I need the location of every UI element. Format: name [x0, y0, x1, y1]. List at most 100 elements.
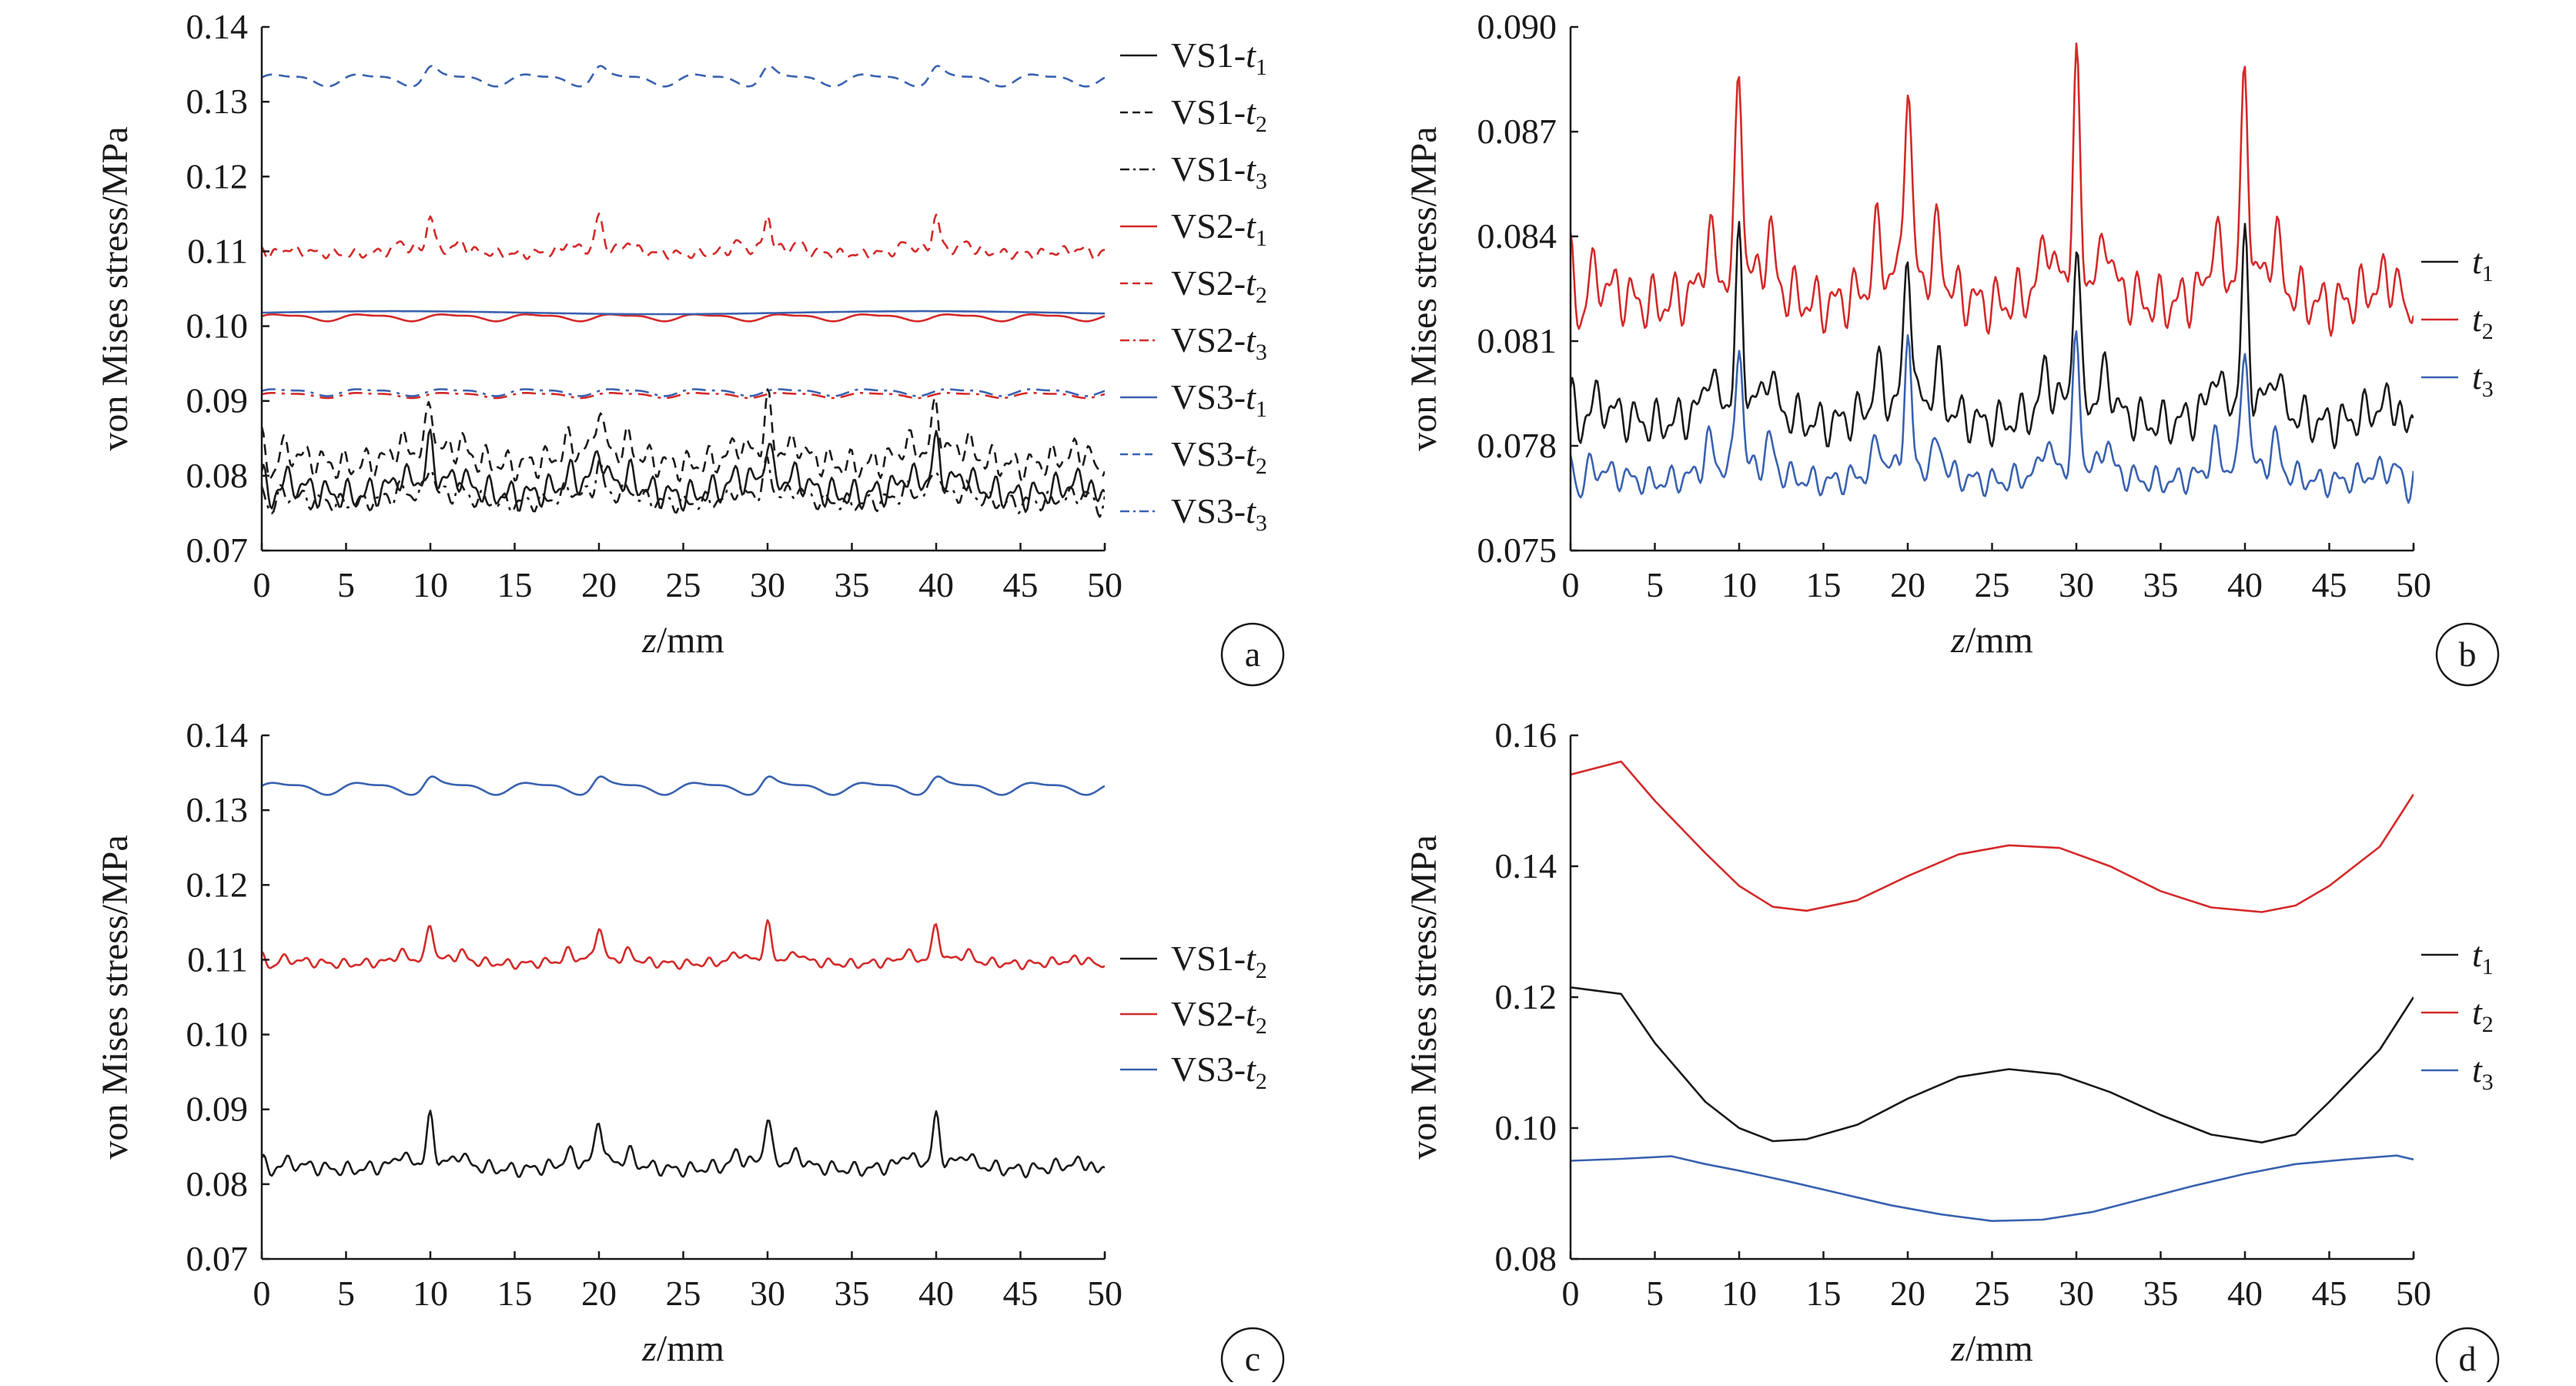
y-tick-label: 0.07 [186, 531, 249, 570]
legend-label: VS1-t3 [1171, 149, 1267, 194]
x-axis-title: z/mm [1950, 1328, 2033, 1369]
x-tick-label: 35 [835, 1274, 870, 1313]
legend-label-main: t [2472, 300, 2483, 339]
legend-label: t2 [2472, 993, 2494, 1037]
x-tick-label: 30 [2059, 1274, 2094, 1313]
legend-label-main: VS1- [1171, 35, 1246, 75]
x-tick-label: 10 [1721, 565, 1757, 604]
panel-letter: c [1245, 1339, 1260, 1378]
legend-label-main: t [2472, 993, 2483, 1032]
legend-label: VS3-t3 [1171, 491, 1267, 536]
legend-label-sub: 2 [2482, 1012, 2494, 1037]
x-tick-label: 25 [666, 565, 701, 604]
x-tick-label: 20 [581, 1274, 617, 1313]
x-axis-title-var: z [1950, 620, 1965, 661]
legend-label-sub: 3 [2482, 1070, 2494, 1095]
x-axis-title-var: z [1950, 1328, 1965, 1369]
legend-label-main: VS2- [1171, 263, 1246, 303]
x-tick-label: 35 [2143, 565, 2179, 604]
y-axis-title: von Mises stress/MPa [95, 835, 135, 1159]
y-tick-label: 0.090 [1477, 7, 1557, 46]
legend-label-t: t [1246, 92, 1256, 132]
legend-label: t1 [2472, 935, 2494, 979]
series-line-vs3-t3 [262, 388, 1105, 397]
x-axis-title: z/mm [641, 1328, 724, 1369]
legend-label-main: t [2472, 357, 2483, 397]
legend-label-t: t [1246, 434, 1256, 474]
legend-label: VS3-t2 [1171, 434, 1267, 479]
y-tick-label: 0.081 [1477, 321, 1557, 360]
x-tick-label: 10 [1721, 1274, 1757, 1313]
y-tick-label: 0.12 [186, 156, 249, 196]
x-tick-label: 20 [1890, 1274, 1925, 1313]
legend-label: VS3-t1 [1171, 377, 1267, 422]
x-axis-title-var: z [641, 620, 657, 661]
series-line-vs3-t1 [262, 310, 1105, 316]
legend-label-sub: 3 [1256, 511, 1267, 536]
legend-label: t3 [2472, 1050, 2494, 1095]
x-tick-label: 45 [2312, 565, 2347, 604]
y-tick-label: 0.11 [187, 939, 248, 979]
legend-label-sub: 1 [1256, 55, 1267, 80]
x-tick-label: 0 [253, 565, 271, 604]
panel-letter-circle [1220, 1327, 1285, 1386]
x-axis-title: z/mm [1950, 620, 2033, 661]
y-tick-label: 0.13 [186, 82, 249, 121]
x-tick-label: 40 [2227, 565, 2263, 604]
y-axis-title: von Mises stress/MPa [1403, 835, 1444, 1159]
legend-label-t: t [1246, 377, 1256, 417]
y-tick-label: 0.10 [1495, 1108, 1557, 1147]
legend-label-t: t [1246, 35, 1256, 75]
y-tick-label: 0.16 [1495, 715, 1557, 755]
x-tick-label: 5 [337, 1274, 355, 1313]
legend-label-sub: 2 [1256, 112, 1267, 137]
legend-label-main: VS3- [1171, 491, 1246, 531]
x-tick-label: 50 [1087, 565, 1122, 604]
x-tick-label: 50 [2396, 1274, 2431, 1313]
y-tick-label: 0.078 [1477, 426, 1557, 465]
legend-label-main: t [2472, 935, 2483, 974]
x-tick-label: 50 [1087, 1274, 1122, 1313]
series-line-vs2-t3 [262, 392, 1105, 400]
series-line-t3 [1571, 330, 2414, 504]
series-line-vs1-t2 [262, 1110, 1105, 1179]
series-line-t3 [1571, 1154, 2414, 1222]
legend-label-main: VS2- [1171, 994, 1246, 1033]
panel-letter: b [2459, 634, 2477, 674]
legend-label-t: t [1246, 491, 1256, 531]
series-line-t1 [1571, 220, 2414, 450]
legend-label-sub: 1 [1256, 397, 1267, 422]
legend-label-t: t [1246, 320, 1256, 360]
legend-label-sub: 2 [1256, 454, 1267, 479]
panel-a: 0.07 0.08 0.09 0.10 0.11 0.12 0.13 0.14 0 5 10 15 20… [95, 7, 1285, 687]
series-line-vs2-t2 [262, 919, 1105, 971]
x-tick-label: 0 [1562, 565, 1580, 604]
x-tick-label: 0 [1562, 1274, 1580, 1313]
x-tick-label: 5 [337, 565, 355, 604]
series-line-vs3-t2 [262, 775, 1105, 796]
panel-letter: d [2459, 1339, 2477, 1378]
legend-label-main: t [2472, 242, 2483, 281]
legend-label-sub: 1 [1256, 226, 1267, 251]
legend-label: VS2-t3 [1171, 320, 1267, 365]
legend-label-main: VS3- [1171, 377, 1246, 417]
y-tick-label: 0.08 [186, 456, 249, 495]
y-tick-label: 0.14 [1495, 846, 1557, 886]
y-tick-label: 0.087 [1477, 112, 1557, 151]
legend-label-sub: 1 [2482, 954, 2494, 979]
panel-letter: a [1245, 634, 1260, 674]
y-tick-label: 0.12 [186, 865, 249, 904]
x-tick-label: 15 [1806, 1274, 1842, 1313]
legend-label-t: t [1246, 994, 1256, 1033]
legend-label-main: VS1- [1171, 149, 1246, 189]
y-tick-label: 0.14 [186, 7, 249, 46]
x-tick-label: 45 [1003, 1274, 1039, 1313]
legend-label-sub: 2 [1256, 958, 1267, 983]
series-line-t2 [1571, 760, 2414, 913]
legend-label-sub: 2 [1256, 1069, 1267, 1094]
legend-label-t: t [1246, 149, 1256, 189]
x-tick-label: 10 [413, 565, 448, 604]
legend-label: VS1-t2 [1171, 92, 1267, 137]
x-tick-label: 15 [497, 565, 533, 604]
